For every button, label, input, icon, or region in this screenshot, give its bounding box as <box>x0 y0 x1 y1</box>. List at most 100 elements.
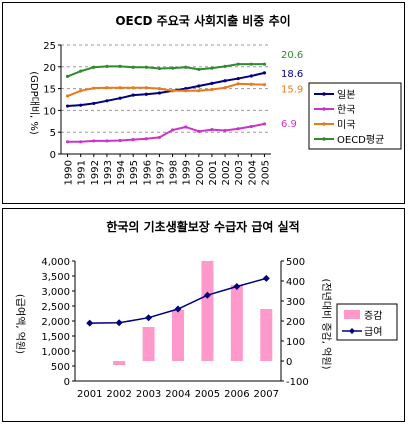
series-line <box>67 71 265 108</box>
data-point <box>249 124 253 129</box>
legend-label: OECD평균 <box>337 134 384 146</box>
legend-marker <box>322 122 326 126</box>
y-tick-label: 1,000 <box>41 347 70 358</box>
data-point <box>223 86 227 90</box>
y-axis-label: (급여액, 억원) <box>14 294 26 354</box>
data-point <box>105 64 109 68</box>
data-point <box>118 86 122 90</box>
y-tick-label: 5 <box>50 128 56 139</box>
data-point <box>92 101 96 106</box>
data-point <box>236 76 240 81</box>
data-point <box>197 84 201 88</box>
bar <box>201 261 214 361</box>
x-tick-label: 1996 <box>142 160 153 185</box>
data-point <box>105 139 109 143</box>
legend-label: 미국 <box>337 119 355 131</box>
y-tick-label: 3,000 <box>41 287 70 298</box>
data-point <box>118 64 122 68</box>
bar <box>260 309 273 361</box>
data-point <box>236 127 240 131</box>
data-point <box>79 140 83 144</box>
data-point <box>170 89 175 93</box>
y-tick-label: 10 <box>43 106 56 117</box>
data-point <box>131 93 135 97</box>
data-point <box>262 62 267 66</box>
legend-label: 급여 <box>364 326 382 338</box>
data-point <box>236 82 240 86</box>
x-tick-label: 2000 <box>195 160 206 185</box>
y-tick-label: 20 <box>43 63 56 74</box>
data-point <box>184 65 188 69</box>
data-point <box>170 128 175 132</box>
legend-label: 한국 <box>337 104 355 116</box>
data-point <box>79 103 83 107</box>
data-point <box>105 99 109 103</box>
y2-tick-label: 0 <box>286 357 292 368</box>
data-point <box>210 81 214 85</box>
data-point <box>115 319 123 327</box>
data-point <box>197 67 201 72</box>
end-value-label: 18.6 <box>281 69 303 80</box>
data-point <box>249 62 253 66</box>
data-point <box>184 89 188 93</box>
data-point <box>92 86 96 90</box>
x-tick-label: 1999 <box>182 160 193 185</box>
x-tick-label: 1990 <box>64 160 75 185</box>
data-point <box>170 66 175 70</box>
bar <box>172 310 184 361</box>
data-point <box>210 66 214 70</box>
data-point <box>262 274 270 282</box>
data-point <box>210 87 214 92</box>
x-tick-label: 2002 <box>221 160 232 185</box>
data-point <box>65 94 70 98</box>
y-tick-label: 15 <box>43 85 56 96</box>
data-point <box>65 74 70 78</box>
data-point <box>131 138 135 142</box>
y-tick-label: 4,000 <box>41 257 70 268</box>
x-tick-label: 2003 <box>136 389 161 400</box>
data-point <box>144 137 148 141</box>
x-tick-label: 2006 <box>224 389 249 400</box>
legend-label: 일본 <box>337 89 355 101</box>
end-value-label: 6.9 <box>281 119 297 130</box>
data-point <box>236 62 240 66</box>
x-tick-label: 2001 <box>77 389 102 400</box>
bar <box>142 327 155 361</box>
data-point <box>92 65 96 69</box>
basic-livelihood-chart: 한국의 기초생활보장 수급자 급여 실적 (급여액, 억원) (전년대비 증감,… <box>14 219 398 400</box>
data-point <box>65 104 70 108</box>
x-tick-label: 2002 <box>106 389 131 400</box>
y2-axis-label: (전년대비 증감, 억원) <box>320 279 332 370</box>
y2-tick-label: -100 <box>286 377 309 388</box>
data-point <box>79 89 83 93</box>
legend-marker <box>322 137 326 141</box>
data-point <box>203 291 211 299</box>
y-tick-label: 2,000 <box>41 317 70 328</box>
y-tick-label: 1,500 <box>41 332 70 343</box>
data-point <box>197 129 201 133</box>
data-point <box>65 140 70 144</box>
data-point <box>262 71 267 75</box>
y-tick-label: 2,500 <box>41 302 70 313</box>
x-tick-label: 2001 <box>208 160 219 185</box>
x-tick-label: 1991 <box>77 160 88 185</box>
data-point <box>118 96 122 100</box>
data-point <box>184 125 188 129</box>
data-point <box>197 89 201 93</box>
data-point <box>174 305 182 313</box>
data-point <box>210 127 214 132</box>
bar <box>113 361 126 365</box>
y-tick-label: 0 <box>50 150 56 161</box>
legend-label: 증감 <box>364 310 382 322</box>
y2-tick-label: 300 <box>286 297 305 308</box>
data-point <box>131 86 135 90</box>
data-point <box>92 139 96 143</box>
end-value-label: 20.6 <box>281 50 303 61</box>
y-tick-label: 3,500 <box>41 272 70 283</box>
y-tick-label: 25 <box>43 41 56 52</box>
y-axis-label: (GDP대비, %) <box>28 71 40 135</box>
legend-marker <box>322 92 326 96</box>
data-point <box>249 74 253 78</box>
x-tick-label: 2007 <box>254 389 279 400</box>
data-point <box>262 83 267 87</box>
